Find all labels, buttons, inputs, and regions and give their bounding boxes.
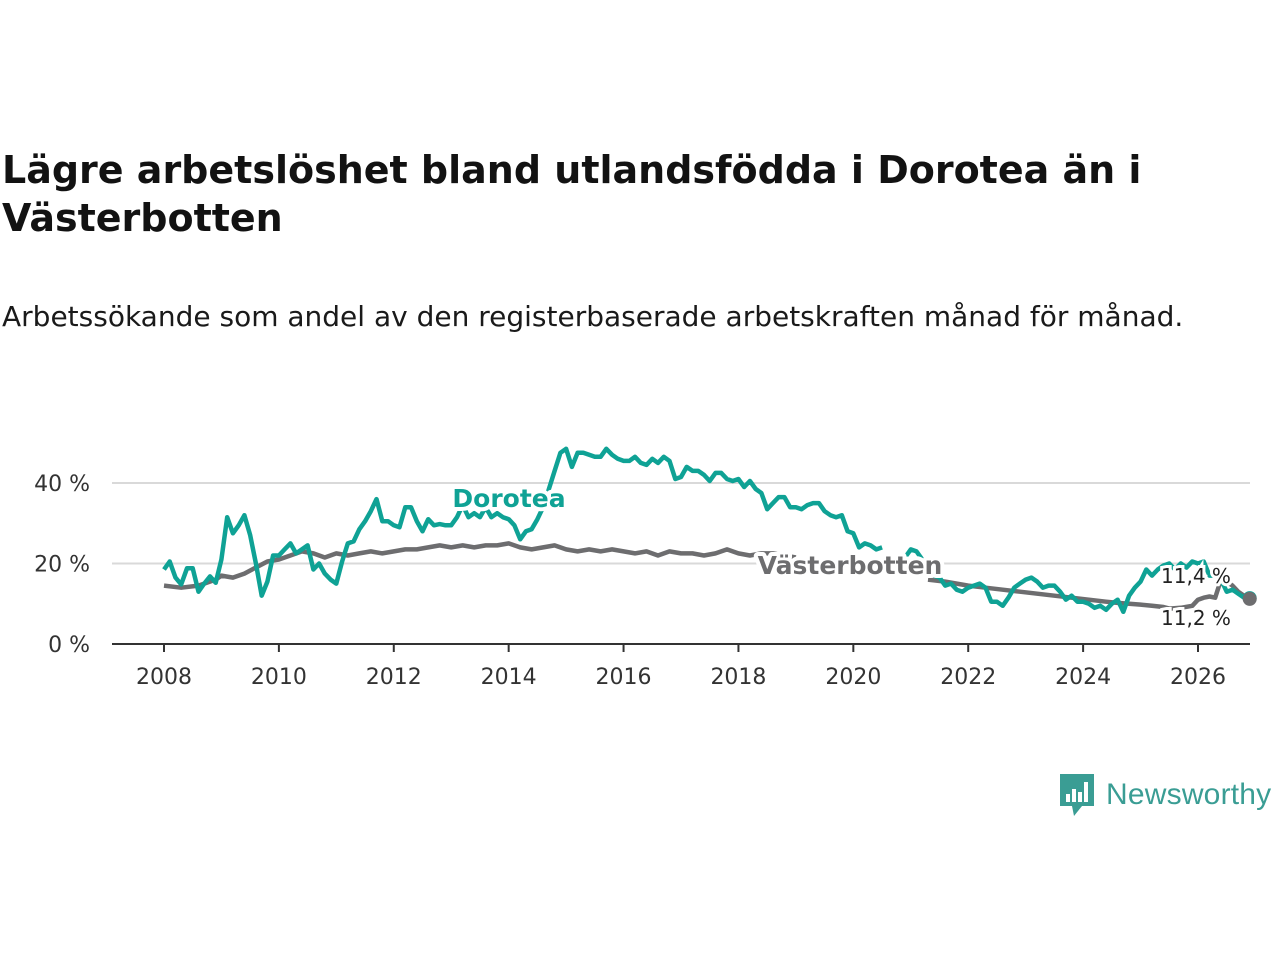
vsterbotten-end-point <box>1242 591 1257 606</box>
vasterbotten-end-label: 11,2 % <box>1161 606 1231 630</box>
gridlines <box>112 482 1250 565</box>
dorotea-line-late <box>897 547 1250 615</box>
x-tick-label-2018: 2018 <box>710 665 766 690</box>
dorotea-end-label: 11,4 % <box>1161 564 1231 588</box>
dorotea-label: Dorotea <box>452 484 565 513</box>
y-axis-ticks: 0 % 20 % 40 % <box>34 472 90 658</box>
vsterbotten-line <box>163 541 797 590</box>
brand-name: Newsworthy <box>1106 778 1272 811</box>
y-tick-label-20: 20 % <box>34 553 90 578</box>
x-tick-label-2012: 2012 <box>366 665 422 690</box>
series-labels: Dorotea Västerbotten 11,4 % 11,2 % <box>448 480 1234 633</box>
series-lines <box>162 446 1257 615</box>
chart-title: Lägre arbetslöshet bland utlandsfödda i … <box>2 148 1142 240</box>
vasterbotten-label: Västerbotten <box>758 551 943 580</box>
x-tick-label-2020: 2020 <box>825 665 881 690</box>
x-tick-label-2026: 2026 <box>1170 665 1226 690</box>
dorotea-line <box>162 446 883 598</box>
x-tick-label-2024: 2024 <box>1055 665 1111 690</box>
newsworthy-brand[interactable]: Newsworthy <box>1058 772 1271 818</box>
y-tick-label-0: 0 % <box>48 633 90 658</box>
x-tick-label-2022: 2022 <box>940 665 996 690</box>
x-tick-label-2008: 2008 <box>136 665 192 690</box>
newsworthy-logo-icon <box>1060 774 1094 816</box>
line-chart: 0 % 20 % 40 % 2008 2010 2012 2014 2016 2018 2020… <box>34 446 1257 690</box>
y-tick-label-40: 40 % <box>34 472 90 497</box>
x-axis: 2008 2010 2012 2014 2016 2018 2020 2022 2024 2026 <box>112 643 1250 690</box>
x-tick-label-2010: 2010 <box>251 665 307 690</box>
x-tick-label-2014: 2014 <box>481 665 537 690</box>
chart-subtitle: Arbetssökande som andel av den registerb… <box>2 300 1184 333</box>
x-tick-label-2016: 2016 <box>596 665 652 690</box>
